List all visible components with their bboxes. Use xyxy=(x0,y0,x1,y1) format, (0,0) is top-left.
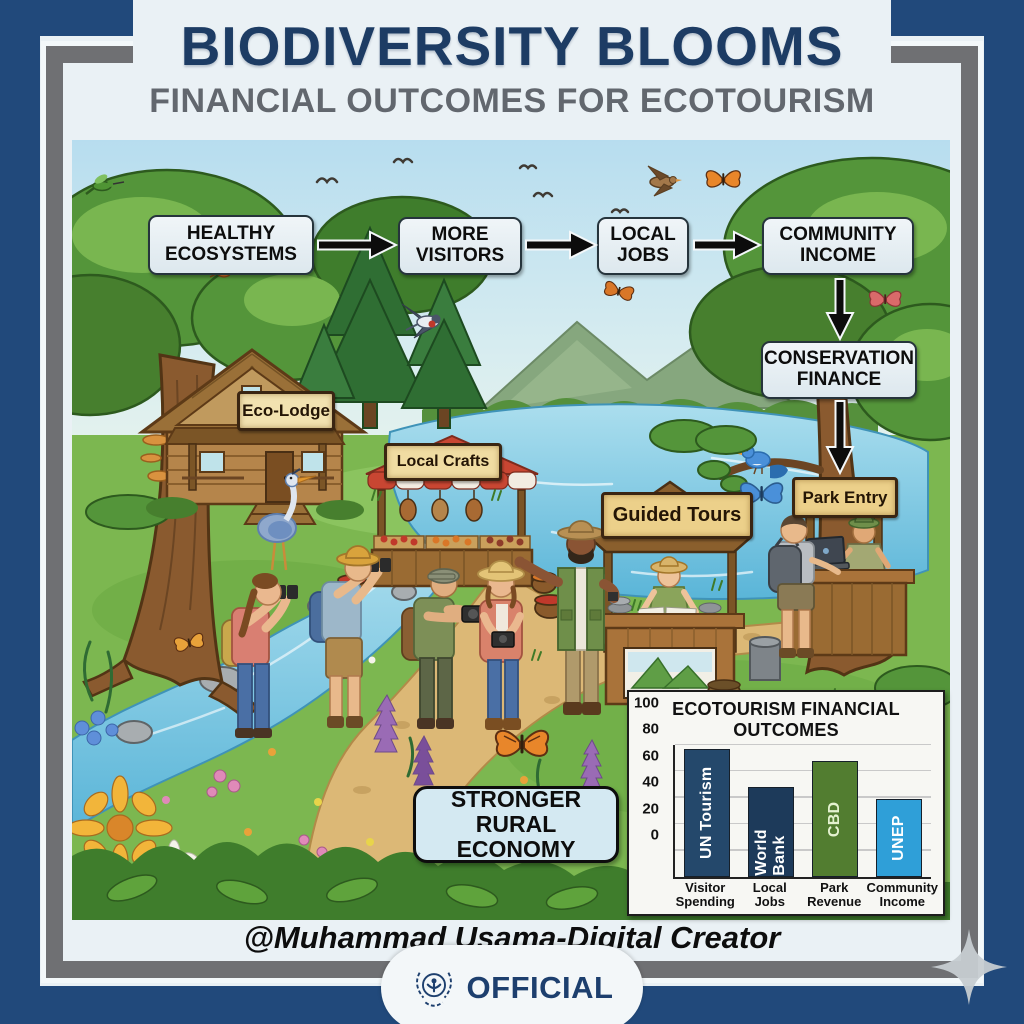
guided-tours-sign: Guided Tours xyxy=(601,492,753,539)
chart-bar-column: UN Tourism xyxy=(675,745,739,877)
flow-step-local-jobs: LOCAL JOBS xyxy=(597,217,689,275)
chart-plot: UN Tourism World Bank CBD UNEP xyxy=(673,743,931,879)
tourist-man-camera xyxy=(401,568,485,729)
flow-step-healthy-ecosystems: HEALTHY ECOSYSTEMS xyxy=(148,215,314,275)
heron-icon xyxy=(257,468,317,571)
chart-ytick: 40 xyxy=(642,773,659,791)
chart-bar: UN Tourism xyxy=(684,748,730,877)
chart-xtick: Visitor Spending xyxy=(675,880,735,910)
flow-step-more-visitors: MORE VISITORS xyxy=(398,217,522,275)
chart-ytick: 100 xyxy=(633,694,659,712)
chart-gridline xyxy=(675,849,931,851)
tourists-group xyxy=(221,545,525,738)
eco-lodge-sign: Eco-Lodge xyxy=(237,391,335,431)
chart-gridline xyxy=(675,743,931,745)
chart-gridline xyxy=(675,796,931,798)
chart-bar-label: UN Tourism xyxy=(698,766,715,860)
chart-ytick: 60 xyxy=(642,747,659,765)
chart-ytick: 80 xyxy=(642,720,659,738)
monarch-butterfly-icon xyxy=(495,730,549,757)
poster-title: BIODIVERSITY BLOOMS xyxy=(180,15,844,77)
chart-panel: ECOTOURISM FINANCIAL OUTCOMES 0 20 40 60 80 1… xyxy=(627,690,945,916)
tourist-woman-binoculars xyxy=(221,573,298,738)
chart-gridline xyxy=(675,822,931,825)
chart-bar: CBD xyxy=(812,760,858,877)
chart-xaxis: Visitor Spending Local Jobs Park Revenue Co… xyxy=(673,880,938,910)
hanging-crafts xyxy=(399,490,483,522)
chart-bar-label: CBD xyxy=(826,801,843,837)
park-entry-sign: Park Entry xyxy=(792,477,898,518)
title-band: BIODIVERSITY BLOOMS FINANCIAL OUTCOMES F… xyxy=(133,0,891,138)
chart-bar-label: UNEP xyxy=(890,815,907,861)
brown-bird-icon xyxy=(647,165,682,197)
lupines xyxy=(373,693,603,790)
flying-birds xyxy=(85,157,682,339)
chart-gridline xyxy=(675,769,931,772)
chart-xtick: Park Revenue xyxy=(807,880,862,910)
chart-xtick: Community Income xyxy=(866,880,939,910)
tourist-man-hat-binoculars xyxy=(309,545,391,728)
official-badge: OFFICIAL xyxy=(381,945,643,1024)
orange-butterfly-icon xyxy=(173,632,204,652)
tour-guide xyxy=(514,520,620,715)
monarch-butterfly-icon xyxy=(705,170,741,188)
chart-bar-column: UNEP xyxy=(867,745,931,877)
official-label: OFFICIAL xyxy=(466,970,614,1005)
pink-flowers xyxy=(206,769,328,858)
blue-flowers xyxy=(74,710,119,746)
chart-xtick: Local Jobs xyxy=(752,880,787,910)
chart-bar-label: World Bank xyxy=(753,829,788,876)
poster-subtitle: FINANCIAL OUTCOMES FOR ECOTOURISM xyxy=(149,82,875,120)
orange-butterfly-icon xyxy=(604,280,635,301)
park-visitor xyxy=(768,515,841,658)
park-entry-booth xyxy=(768,513,915,658)
flow-step-community-income: COMMUNITY INCOME xyxy=(762,217,914,275)
map-poster xyxy=(623,647,717,699)
chart-ytick: 0 xyxy=(650,826,659,844)
chart-yaxis: 0 20 40 60 80 100 xyxy=(634,695,669,844)
chart-bar-column: CBD xyxy=(803,745,867,877)
flow-step-conservation-finance: CONSERVATION FINANCE xyxy=(761,341,917,399)
tourist-woman-strawhat xyxy=(477,560,525,730)
chart-bar-column: World Bank xyxy=(739,745,803,877)
pink-butterfly-icon xyxy=(869,290,902,307)
chart-bar: UNEP xyxy=(876,799,922,877)
chart-bar: World Bank xyxy=(748,787,794,877)
swallow-icon xyxy=(401,303,441,339)
chart-ytick: 20 xyxy=(642,800,659,818)
un-emblem-icon xyxy=(415,972,452,1007)
local-crafts-sign: Local Crafts xyxy=(384,443,502,481)
sparkle-icon xyxy=(931,929,1007,1005)
stronger-rural-economy-label: STRONGER RURAL ECONOMY xyxy=(413,786,619,863)
produce xyxy=(380,535,524,547)
hummingbird-icon xyxy=(85,174,125,195)
chart-title: ECOTOURISM FINANCIAL OUTCOMES xyxy=(672,699,900,740)
butterflies xyxy=(173,170,902,757)
